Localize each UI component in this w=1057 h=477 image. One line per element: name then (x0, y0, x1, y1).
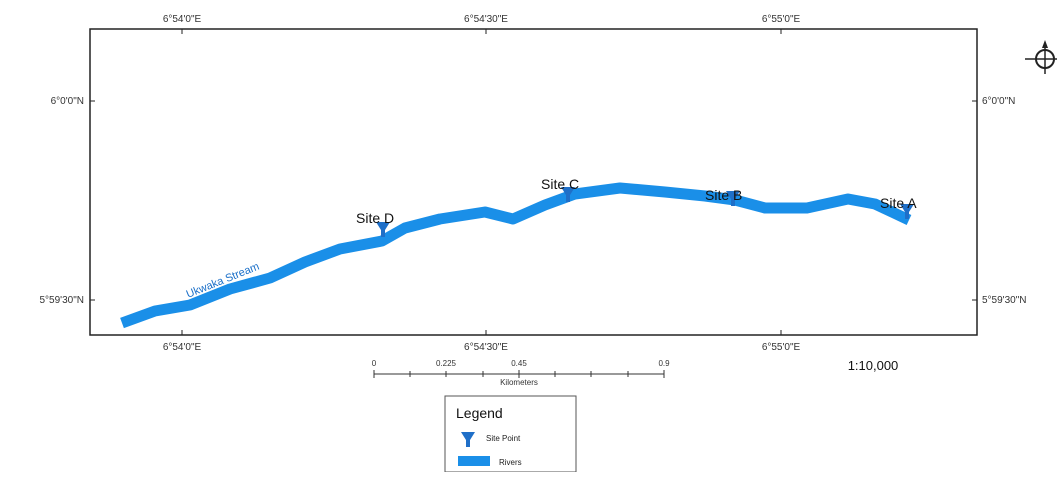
left-tick-label: 5°59'30"N (40, 295, 85, 306)
site-label: Site C (541, 176, 579, 192)
right-tick-label: 6°0'0"N (982, 96, 1015, 107)
top-graticule: 6°54'0"E 6°54'30"E 6°55'0"E (163, 14, 801, 34)
top-tick-label: 6°55'0"E (762, 14, 801, 25)
site-b[interactable]: Site B (705, 187, 742, 206)
bottom-tick-label: 6°55'0"E (762, 342, 801, 353)
scale-label: 0.9 (658, 359, 670, 368)
scale-label: 0.225 (436, 359, 457, 368)
legend-rivers-label: Rivers (499, 458, 522, 467)
site-point-icon (561, 187, 575, 202)
legend-title: Legend (456, 405, 503, 421)
right-graticule: 6°0'0"N 5°59'30"N (972, 96, 1027, 306)
scale-ratio: 1:10,000 (848, 358, 899, 373)
top-tick-label: 6°54'30"E (464, 14, 508, 25)
rivers-legend-swatch (458, 456, 490, 466)
top-tick-label: 6°54'0"E (163, 14, 202, 25)
legend: Legend Site Point Rivers (444, 395, 577, 473)
bottom-tick-label: 6°54'0"E (163, 342, 202, 353)
bottom-tick-label: 6°54'30"E (464, 342, 508, 353)
site-point-icon (900, 204, 914, 219)
site-label: Site D (356, 210, 394, 226)
scale-label: 0.45 (511, 359, 527, 368)
bottom-graticule: 6°54'0"E 6°54'30"E 6°55'0"E (163, 330, 801, 353)
scale-unit: Kilometers (500, 378, 538, 387)
scale-bar: 0 0.225 0.45 0.9 Kilometers (372, 359, 670, 387)
site-point-icon (376, 222, 390, 237)
left-tick-label: 6°0'0"N (51, 96, 84, 107)
site-label: Site B (705, 187, 742, 203)
site-c[interactable]: Site C (541, 176, 579, 202)
right-tick-label: 5°59'30"N (982, 295, 1027, 306)
north-arrow-icon (1025, 40, 1057, 74)
site-point-legend-icon (461, 432, 475, 447)
site-a[interactable]: Site A (880, 195, 917, 219)
scale-label: 0 (372, 359, 377, 368)
site-d[interactable]: Site D (356, 210, 394, 237)
ukwaka-stream-river (120, 182, 912, 329)
site-point-icon (726, 191, 740, 206)
legend-site-point-label: Site Point (486, 434, 521, 443)
site-label: Site A (880, 195, 917, 211)
left-graticule: 6°0'0"N 5°59'30"N (40, 96, 95, 306)
